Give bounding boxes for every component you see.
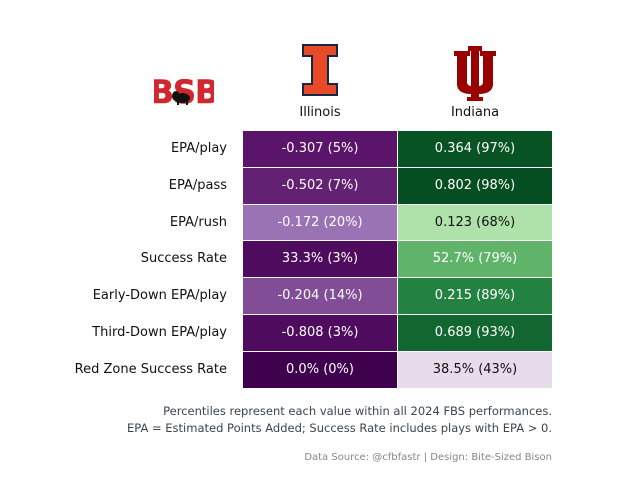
row-label: EPA/pass — [168, 177, 227, 193]
row-label: EPA/rush — [169, 214, 227, 230]
row-label: Success Rate — [140, 251, 227, 267]
table-cell-indiana: 0.364 (97%) — [398, 131, 552, 167]
table-cell-illinois: -0.808 (3%) — [243, 315, 397, 351]
table-cell-indiana: 38.5% (43%) — [398, 351, 552, 388]
table-cell-indiana: 0.802 (98%) — [398, 167, 552, 204]
svg-text:BSB: BSB — [154, 73, 214, 110]
table-cell-illinois: 0.0% (0%) — [243, 351, 397, 388]
row-label: Red Zone Success Rate — [74, 361, 227, 377]
table-cell-illinois: -0.307 (5%) — [243, 131, 397, 167]
table-cell-indiana: 52.7% (79%) — [398, 241, 552, 278]
footnote-percentiles: Percentiles represent each value within … — [163, 404, 552, 418]
team-name-indiana: Indiana — [450, 105, 500, 120]
table-cell-illinois: 33.3% (3%) — [243, 241, 397, 278]
data-source-credit: Data Source: @cfbfastr | Design: Bite-Si… — [304, 452, 552, 463]
team-name-illinois: Illinois — [299, 105, 341, 120]
table-cell-illinois: -0.204 (14%) — [243, 278, 397, 314]
row-label: Early-Down EPA/play — [92, 288, 227, 304]
bison-icon — [172, 91, 190, 105]
bsb-logo: BSB — [154, 73, 214, 110]
illinois-logo-icon — [302, 44, 338, 96]
table-cell-indiana: 0.123 (68%) — [398, 204, 552, 241]
footnote-epa-definition: EPA = Estimated Points Added; Success Ra… — [127, 421, 552, 435]
table-cell-illinois: -0.502 (7%) — [243, 167, 397, 204]
table-cell-illinois: -0.172 (20%) — [243, 204, 397, 241]
table-cell-indiana: 0.689 (93%) — [398, 315, 552, 351]
indiana-logo-icon — [454, 46, 496, 101]
row-label: Third-Down EPA/play — [92, 325, 227, 340]
row-label: EPA/play — [170, 141, 227, 156]
table-cell-indiana: 0.215 (89%) — [398, 278, 552, 314]
